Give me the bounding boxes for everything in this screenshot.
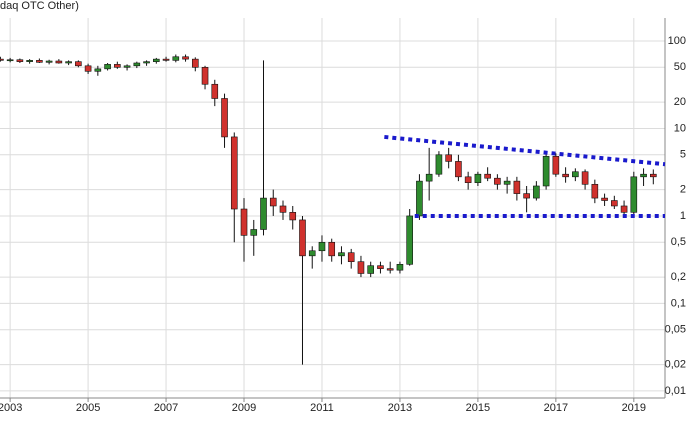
y-tick-label: 2 [680,184,686,196]
y-tick-label: 100 [668,35,686,47]
candle-body [84,65,92,72]
x-tick-label: 2013 [388,402,412,414]
candle-body [250,229,258,236]
candle-body [162,58,170,61]
candle-body [114,64,121,68]
candle-body [425,173,433,182]
candle-body [445,154,452,162]
candle-body [581,171,589,185]
candle-body [172,56,180,61]
candle-body [513,180,521,194]
y-tick-label: 20 [674,96,686,108]
candle-body [630,176,638,213]
x-tick-label: 2011 [310,402,334,414]
x-tick-label: 2005 [76,402,100,414]
candle-body [640,173,647,178]
x-tick-label: 2019 [622,402,646,414]
candle-body [611,200,618,207]
candle-body [474,173,482,183]
candle-body [6,59,14,62]
candle-body [503,180,511,185]
y-tick-label: 0,01 [665,385,686,397]
y-tick-label: 0,2 [671,271,686,283]
candle-body [367,265,375,274]
candle-body [260,197,267,230]
candle-body [133,62,141,67]
candle-body [396,264,404,271]
candle-body [318,241,326,252]
x-tick-label: 2017 [544,402,568,414]
candle-body [542,156,550,187]
candle-body [221,98,228,138]
candle-body [562,173,569,178]
candle-body [347,252,355,262]
candle-body [572,171,579,178]
x-tick-label: 2007 [154,402,178,414]
candle-body [435,154,443,175]
candle-body [201,66,209,85]
candle-body [36,60,43,63]
candle-body [552,156,560,175]
y-tick-label: 1 [680,210,686,222]
y-tick-label: 5 [680,149,686,161]
candle-body [533,185,540,199]
candle-body [523,193,530,199]
candle-body [123,65,131,68]
candle-body [377,265,384,269]
candle-body [16,59,24,62]
chart-title: daq OTC Other) [0,0,79,12]
candle-body [191,58,199,68]
candle-body [269,197,277,207]
x-tick-label: 2015 [466,402,490,414]
candle-body [289,212,297,221]
y-tick-label: 10 [674,122,686,134]
candle-body [591,183,599,199]
x-tick-label: 2003 [0,402,22,414]
candle-body [620,205,628,213]
y-tick-label: 50 [674,61,686,73]
candle-body [308,250,316,257]
candle-body [94,68,102,72]
candle-body [0,58,4,61]
y-tick-label: 0,05 [665,324,686,336]
candle-body [464,176,472,183]
candle-body [484,173,491,179]
candle-body [143,61,150,64]
candle-body [240,208,248,236]
candle-body [386,268,394,271]
candle-body [650,173,657,178]
candle-body [26,60,33,62]
candle-body [279,205,287,213]
candle-body [357,261,365,274]
y-tick-label: 0,1 [671,297,686,309]
candle-body [601,197,608,201]
candle-body [299,219,306,257]
candle-body [104,64,111,70]
candle-body [406,215,413,265]
candle-body [230,136,238,210]
candle-body [211,83,219,99]
candle-body [416,180,423,217]
x-tick-label: 2009 [232,402,256,414]
candle-body [75,61,82,67]
candle-body [153,58,160,62]
candle-body [328,241,336,257]
candle-body [55,60,63,64]
candle-body [494,177,501,185]
y-tick-label: 0,02 [665,358,686,370]
candle-body [182,56,189,60]
candle-body [45,60,53,63]
candle-body [65,61,72,64]
candle-body [338,252,345,257]
trend-line [384,134,666,167]
y-tick-label: 0,5 [671,236,686,248]
candle-body [455,161,462,178]
